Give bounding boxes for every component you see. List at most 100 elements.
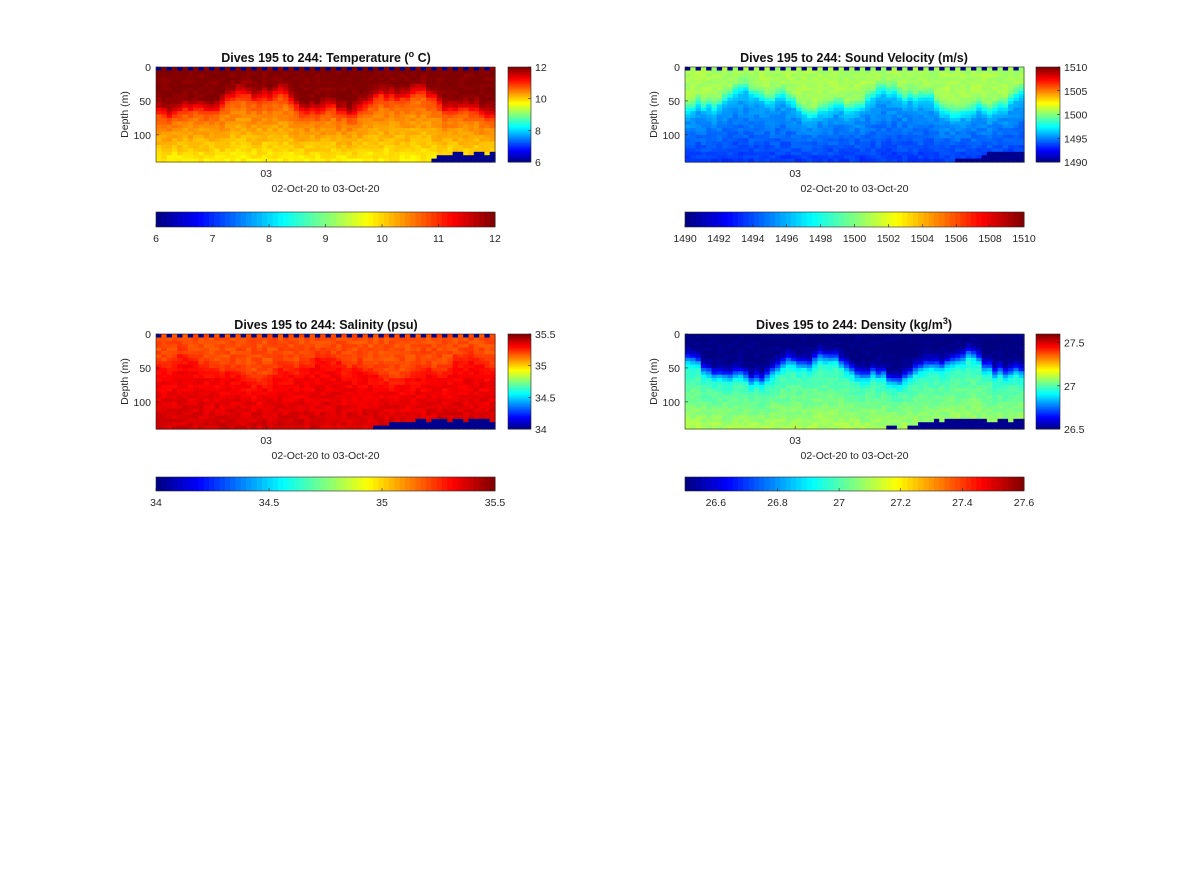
heatmap-cell [341, 158, 348, 163]
heatmap-cell [277, 422, 284, 427]
heatmap-cell [891, 134, 898, 139]
heatmap-cell [918, 138, 924, 143]
heatmap-cell [156, 388, 162, 393]
heatmap-cell [442, 104, 448, 109]
heatmap-cell [309, 354, 316, 359]
heatmap-cell [806, 124, 813, 129]
heatmap-cell [875, 90, 882, 95]
heatmap-cell [182, 405, 189, 410]
heatmap-cell [785, 117, 792, 122]
heatmap-cell [293, 87, 300, 92]
heatmap-cell [949, 158, 956, 163]
heatmap-cell [918, 124, 924, 129]
heatmap-cell [484, 131, 491, 136]
heatmap-cell [336, 381, 342, 386]
heatmap-cell [722, 151, 728, 156]
heatmap-cell [208, 388, 215, 393]
heatmap-cell [314, 371, 321, 376]
heatmap-cell [404, 111, 411, 116]
heatmap-cell [182, 155, 189, 160]
heatmap-cell [362, 83, 369, 88]
heatmap-cell [737, 145, 744, 150]
heatmap-cell [489, 134, 496, 139]
heatmap-cell [224, 425, 231, 430]
heatmap-cell [801, 107, 808, 112]
heatmap-cell [198, 121, 205, 126]
heatmap-cell [1018, 70, 1025, 75]
heatmap-cell [277, 364, 284, 369]
heatmap-cell [283, 117, 290, 122]
heatmap-cell [700, 128, 707, 133]
colorbar-swatch [1036, 151, 1060, 154]
heatmap-cell [198, 107, 205, 112]
heatmap-cell [865, 67, 871, 71]
heatmap-cell [193, 107, 199, 112]
heatmap-cell [743, 97, 750, 102]
heatmap-cell [240, 80, 247, 85]
heatmap-cell [801, 73, 808, 78]
heatmap-cell [918, 87, 924, 92]
heatmap-cell [230, 395, 237, 400]
heatmap-cell [272, 131, 279, 136]
heatmap-cell [1008, 138, 1015, 143]
colorbar-swatch [508, 98, 531, 101]
heatmap-cell [1013, 124, 1020, 129]
heatmap-cell [875, 97, 882, 102]
heatmap-cell [843, 131, 850, 136]
heatmap-cell [1013, 87, 1020, 92]
heatmap-cell [806, 90, 813, 95]
heatmap-cell [320, 391, 327, 396]
heatmap-cell [325, 124, 332, 129]
heatmap-cell [373, 145, 380, 150]
colorbar-swatch [933, 212, 940, 227]
heatmap-cell [790, 83, 797, 88]
heatmap-cell [283, 367, 290, 372]
heatmap-cell [357, 97, 364, 102]
heatmap-cell [251, 415, 258, 420]
heatmap-cell [198, 384, 205, 389]
heatmap-cell [997, 117, 1004, 122]
heatmap-cell [246, 371, 252, 376]
heatmap-cell [320, 395, 327, 400]
heatmap-cell [753, 114, 760, 119]
heatmap-cell [394, 148, 401, 153]
heatmap-cell [177, 80, 184, 85]
heatmap-cell [304, 145, 311, 150]
heatmap-cells [685, 67, 1025, 163]
heatmap-cell [309, 138, 316, 143]
heatmap-cell [336, 114, 342, 119]
heatmap-cell [240, 124, 247, 129]
heatmap-cell [753, 141, 760, 146]
heatmap-cell [272, 418, 279, 423]
heatmap-cell [997, 70, 1004, 75]
heatmap-cell [277, 408, 284, 413]
heatmap-cell [240, 374, 247, 379]
heatmap-cell [193, 158, 199, 163]
heatmap-cell [272, 334, 279, 338]
heatmap-cell [293, 361, 300, 366]
heatmap-cell [812, 117, 819, 122]
heatmap-cell [415, 97, 422, 102]
heatmap-cell [235, 148, 242, 153]
heatmap-cell [442, 151, 448, 156]
heatmap-cell [468, 141, 475, 146]
heatmap-cell [981, 100, 988, 105]
heatmap-cell [971, 145, 977, 150]
heatmap-cell [849, 131, 856, 136]
heatmap-cell [389, 141, 395, 146]
heatmap-cell [854, 73, 861, 78]
heatmap-cell [314, 138, 321, 143]
heatmap-cell [320, 151, 327, 156]
heatmap-cell [320, 364, 327, 369]
heatmap-cell [272, 134, 279, 139]
heatmap-cell [309, 80, 316, 85]
heatmap-cell [891, 141, 898, 146]
heatmap-cell [843, 67, 850, 71]
heatmap-cell [849, 124, 856, 129]
heatmap-cell [261, 371, 268, 376]
heatmap-cell [394, 67, 401, 71]
heatmap-cell [737, 77, 744, 82]
heatmap-cell [875, 83, 882, 88]
heatmap-cell [976, 148, 983, 153]
heatmap-cell [1018, 83, 1025, 88]
